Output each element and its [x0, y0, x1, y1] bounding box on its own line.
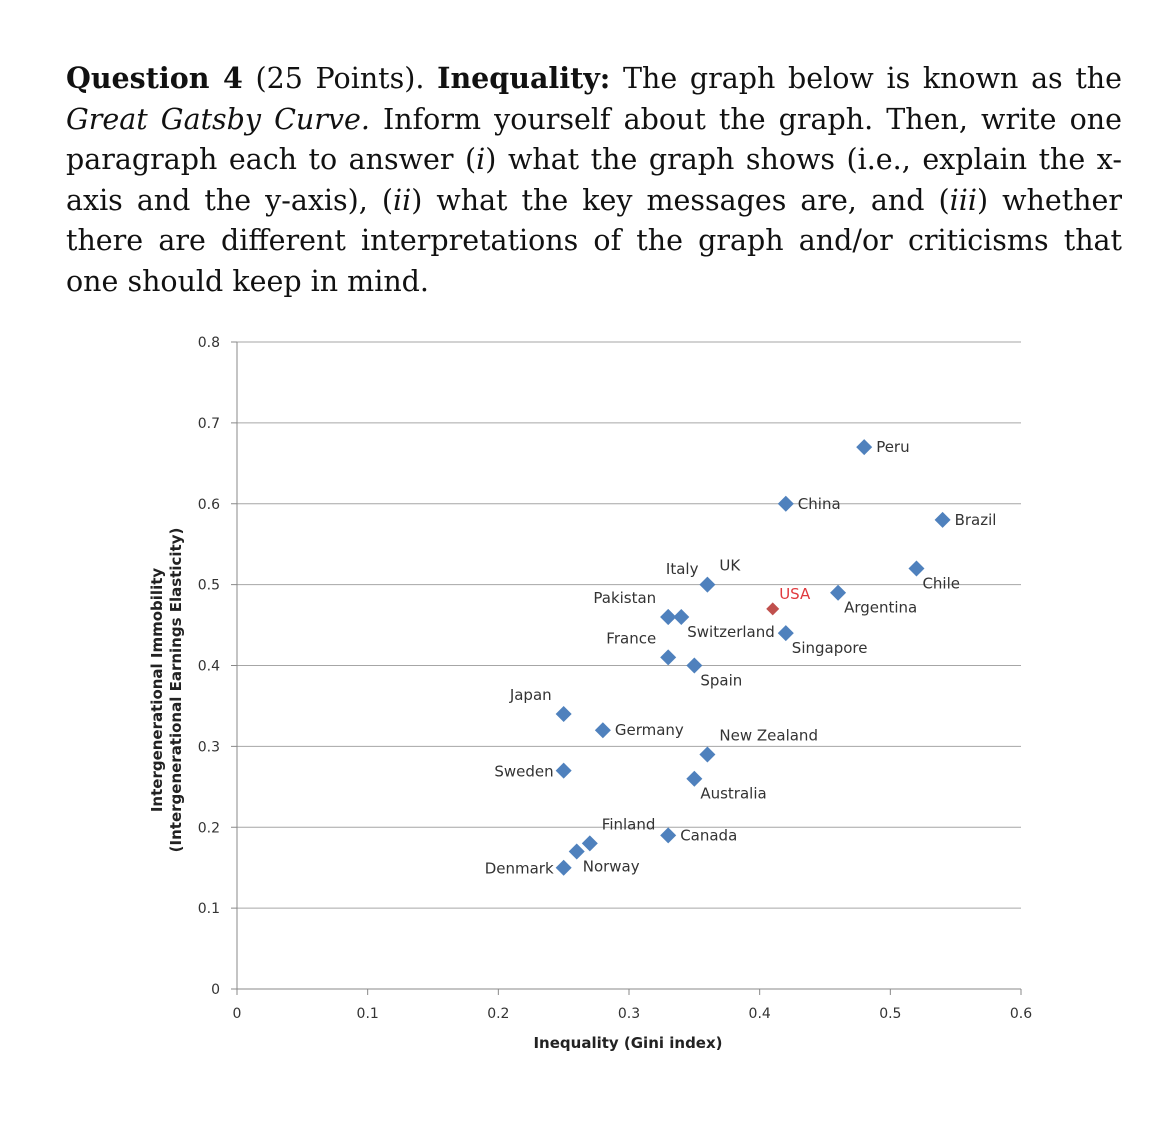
x-axis-label: Inequality (Gini index)	[533, 1034, 722, 1052]
label-denmark: Denmark	[485, 860, 554, 878]
label-finland: Finland	[602, 815, 656, 833]
label-brazil: Brazil	[955, 511, 997, 529]
point-spain	[686, 657, 703, 674]
y-axis-label-line1: Intergenerational Immobility	[148, 568, 166, 813]
label-usa: USA	[779, 585, 811, 603]
point-peru	[856, 439, 873, 456]
label-china: China	[798, 495, 841, 513]
label-spain: Spain	[700, 672, 742, 690]
y-tick-label: 0.6	[198, 497, 220, 513]
point-pakistan	[660, 608, 677, 625]
label-singapore: Singapore	[792, 639, 868, 657]
point-usa	[766, 602, 780, 616]
y-tick-label: 0.4	[198, 659, 220, 675]
axes	[231, 341, 1022, 995]
roman-numeral-2: ii	[392, 183, 412, 217]
point-uk	[699, 576, 716, 593]
question-points: (25 Points).	[255, 62, 425, 95]
y-tick-label: 0.2	[198, 820, 220, 836]
x-tick-label: 0.2	[487, 1006, 509, 1022]
point-norway	[568, 843, 585, 860]
label-new-zealand: New Zealand	[719, 726, 818, 744]
roman-numeral-3: iii	[949, 183, 977, 217]
point-brazil	[934, 511, 951, 528]
point-japan	[555, 706, 572, 723]
label-france: France	[606, 629, 656, 647]
x-tick-label: 0.3	[618, 1006, 640, 1022]
point-switzerland	[673, 608, 690, 625]
label-chile: Chile	[922, 574, 960, 592]
roman-numeral-1: i	[476, 143, 486, 176]
y-tick-label: 0.3	[198, 739, 220, 755]
x-tick-label: 0.1	[357, 1006, 379, 1022]
question-text-a: The graph below is known as the	[623, 62, 1123, 95]
label-switzerland: Switzerland	[687, 623, 775, 641]
point-new-zealand	[699, 746, 716, 763]
question-text-e: ) whether there are different interpreta…	[66, 183, 1123, 298]
y-tick-label: 0.1	[198, 901, 220, 917]
y-tick-label: 0.5	[198, 578, 220, 594]
question-text-d: ) what the key messages are, and (	[411, 183, 950, 217]
question-label: Question 4	[66, 61, 243, 95]
y-axis-label-line2: (Intergenerational Earnings Elasticity)	[167, 528, 185, 853]
x-tick-label: 0	[233, 1006, 242, 1022]
x-tick-label: 0.6	[1010, 1006, 1032, 1022]
question-text-b: Inform yourself about the graph. Then, w…	[66, 102, 1122, 177]
point-australia	[686, 770, 703, 787]
label-sweden: Sweden	[494, 763, 553, 781]
point-singapore	[777, 625, 794, 642]
point-labels: Peru China Brazil Chile Italy UK Argentina USA P…	[485, 438, 997, 878]
label-italy: Italy	[666, 560, 699, 578]
y-tick-label: 0.7	[198, 416, 220, 432]
point-chile	[908, 560, 925, 577]
point-germany	[594, 722, 611, 739]
point-france	[660, 649, 677, 666]
point-china	[777, 495, 794, 512]
label-germany: Germany	[615, 721, 684, 739]
label-peru: Peru	[876, 438, 909, 456]
point-denmark	[555, 859, 572, 876]
label-pakistan: Pakistan	[593, 589, 656, 607]
question-topic: Inequality:	[437, 61, 611, 95]
x-tick-label: 0.4	[749, 1006, 771, 1022]
label-japan: Japan	[509, 686, 552, 704]
label-argentina: Argentina	[844, 599, 917, 617]
tick-labels: 0 0.1 0.2 0.3 0.4 0.5 0.6 0.7 0.8 0 0.1 0.2 0.3 0.4 0.…	[198, 335, 1032, 1022]
point-argentina	[830, 584, 847, 601]
point-finland	[581, 835, 598, 852]
label-canada: Canada	[680, 826, 737, 844]
label-australia: Australia	[700, 785, 766, 803]
question-text: Question 4 (25 Points). Inequality: The …	[66, 58, 1122, 302]
y-tick-label: 0	[211, 982, 220, 998]
gridlines	[237, 341, 1021, 909]
data-points	[555, 439, 951, 876]
x-tick-label: 0.5	[879, 1006, 901, 1022]
label-norway: Norway	[583, 858, 640, 876]
point-canada	[660, 827, 677, 844]
curve-name: Great Gatsby Curve.	[66, 102, 370, 136]
question-text-c: ) what the graph shows (i.e., explain th…	[66, 143, 1122, 217]
point-sweden	[555, 762, 572, 779]
label-uk: UK	[719, 557, 741, 575]
y-tick-label: 0.8	[198, 335, 220, 351]
